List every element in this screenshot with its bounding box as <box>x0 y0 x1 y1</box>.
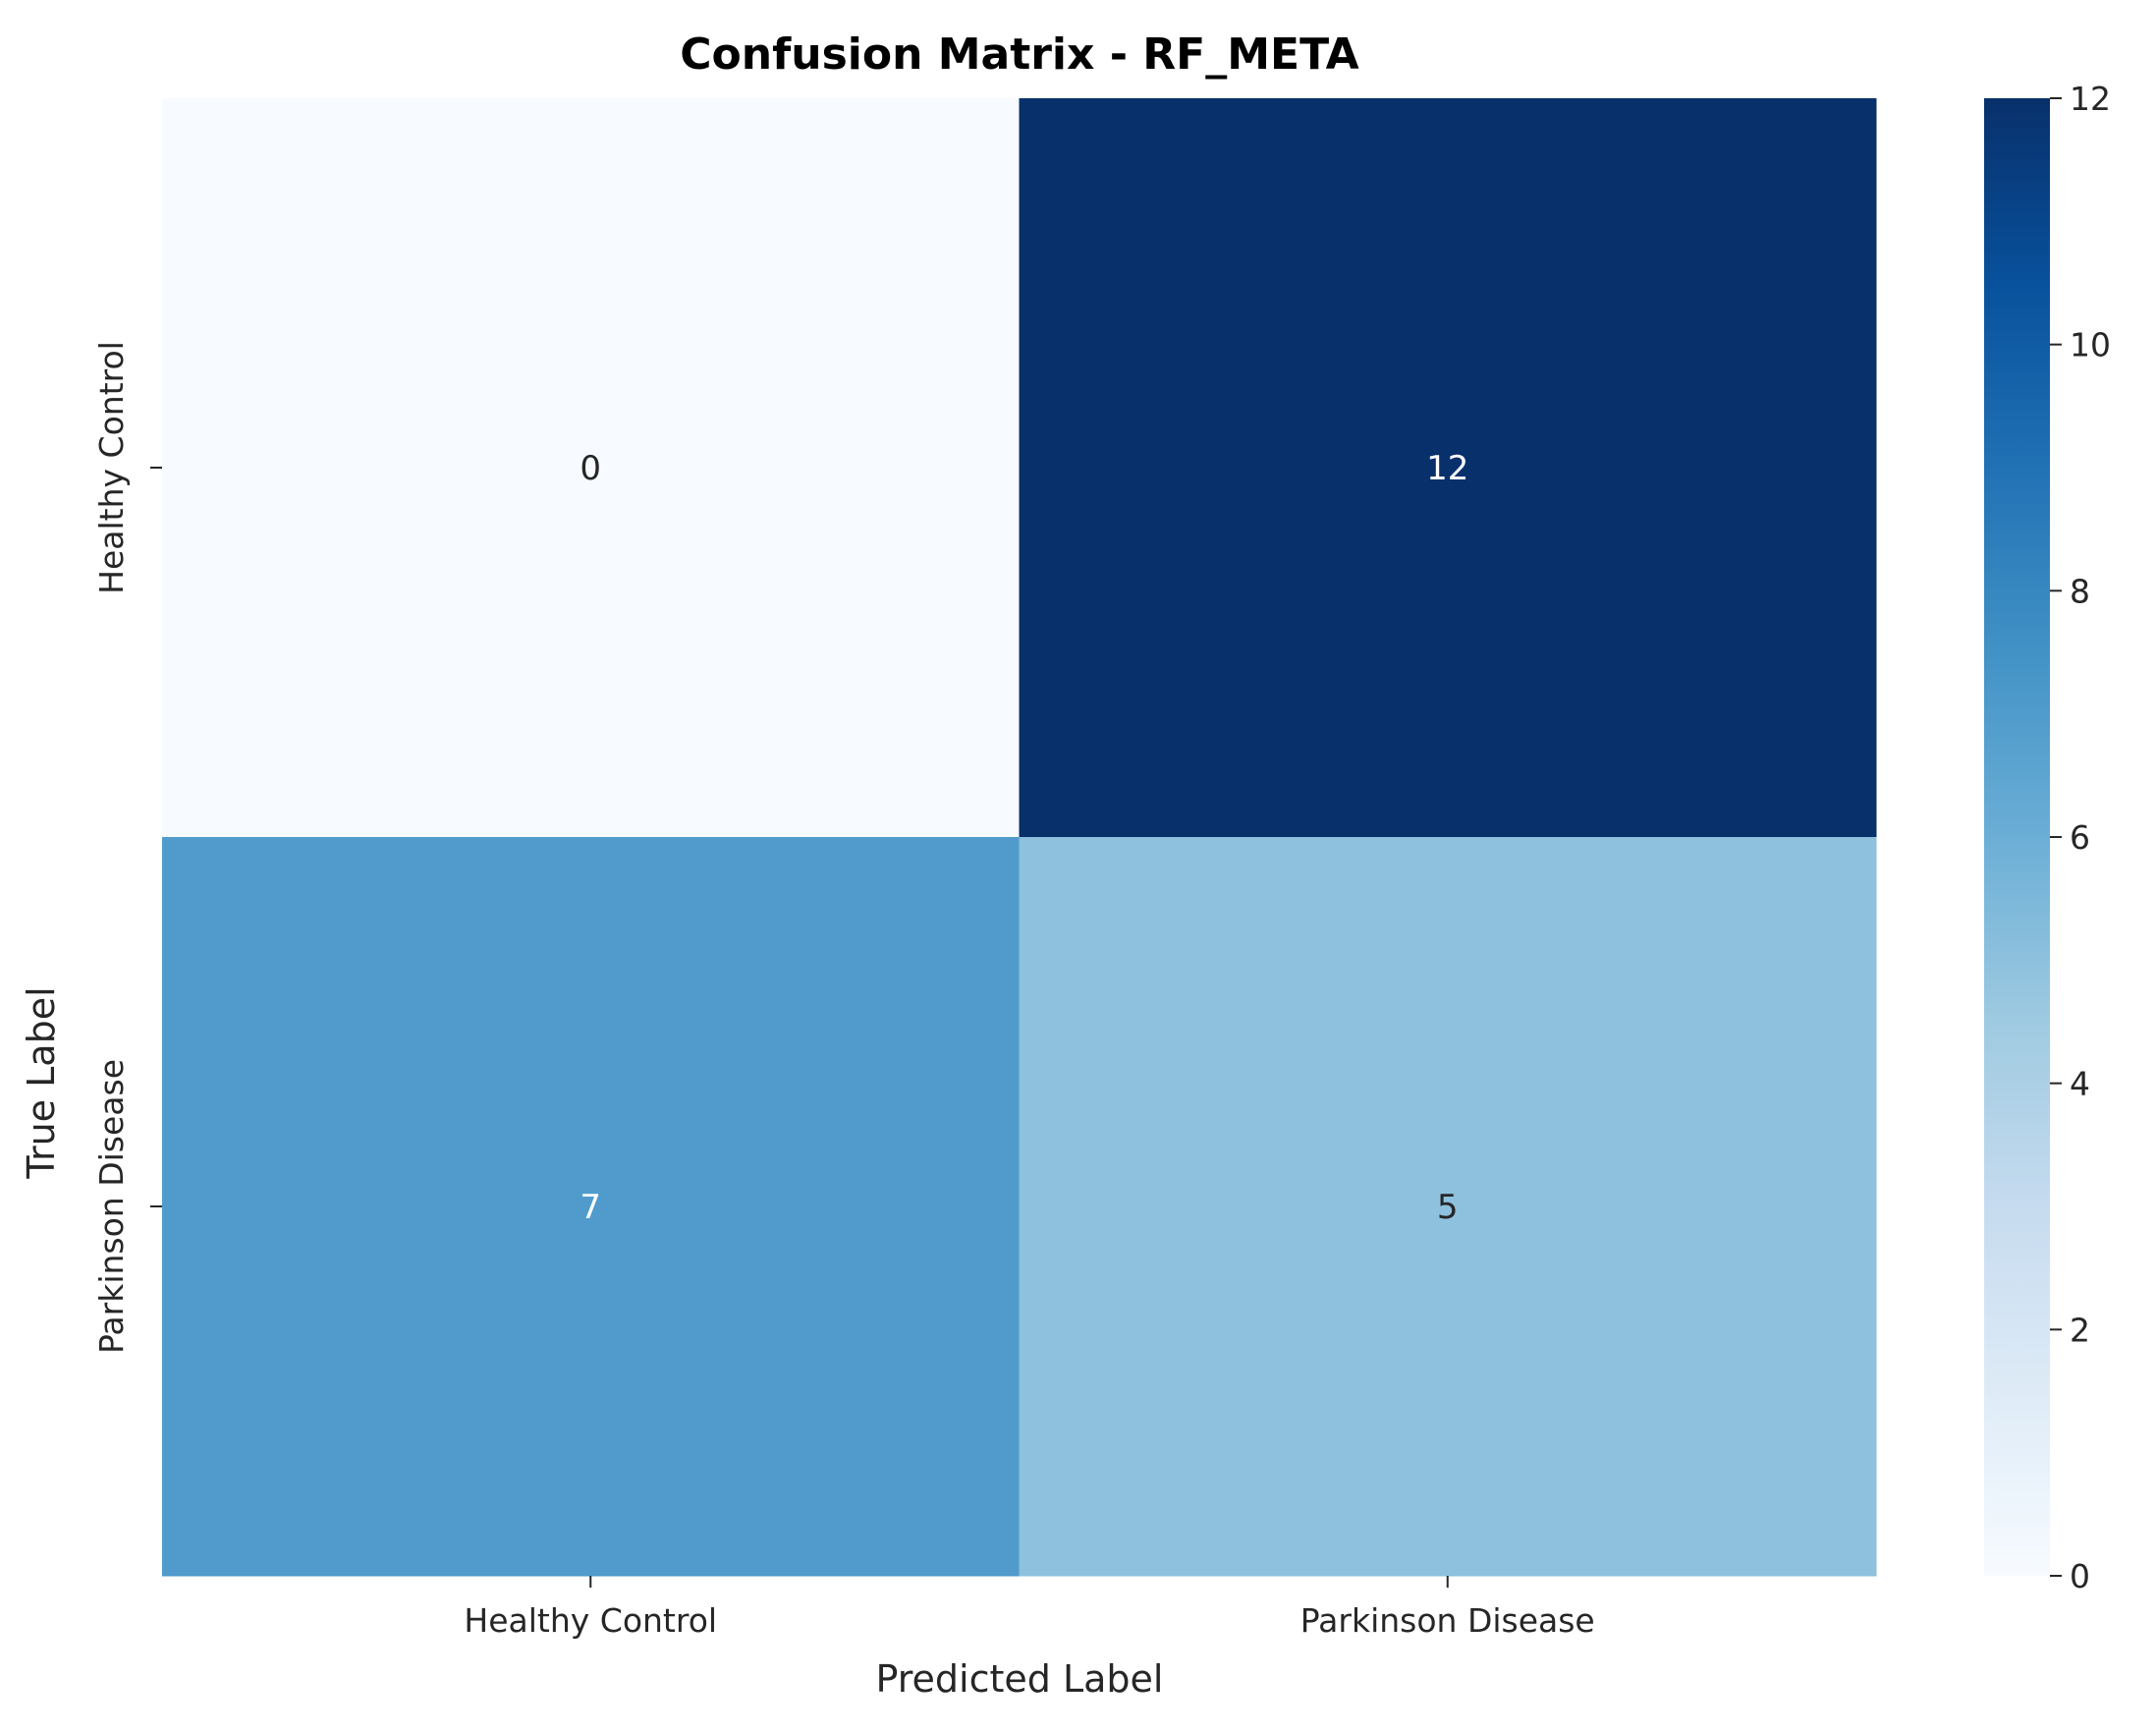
heatmap-cell <box>162 98 1020 838</box>
heatmap-annotations: 0 12 7 5 <box>580 449 1468 1227</box>
colorbar-tick-label: 2 <box>2070 1311 2090 1349</box>
heatmap-cell <box>162 837 1020 1577</box>
cell-value-label: 5 <box>1437 1188 1459 1227</box>
y-axis-label: True Label <box>20 986 63 1179</box>
colorbar-tick-label: 4 <box>2070 1065 2090 1103</box>
colorbar-tick-label: 0 <box>2070 1557 2090 1595</box>
colorbar-tick-label: 8 <box>2070 572 2090 610</box>
colorbar-axis: 0 2 4 6 8 10 12 <box>2050 80 2111 1595</box>
y-tick-label: Healthy Control <box>92 341 131 594</box>
chart-title: Confusion Matrix - RF_META <box>680 29 1358 80</box>
colorbar-tick-label: 6 <box>2070 818 2090 857</box>
heatmap-cell <box>1019 98 1877 838</box>
x-tick-label: Healthy Control <box>464 1601 717 1640</box>
x-tick-label: Parkinson Disease <box>1300 1601 1595 1640</box>
colorbar-tick-label: 12 <box>2070 80 2111 118</box>
cell-value-label: 0 <box>580 449 601 488</box>
colorbar-tick-label: 10 <box>2070 326 2111 364</box>
y-axis: Healthy Control Parkinson Disease <box>92 341 162 1354</box>
heatmap-cell <box>1019 837 1877 1577</box>
colorbar <box>1984 98 2050 1576</box>
x-axis-label: Predicted Label <box>876 1657 1164 1701</box>
heatmap-cells <box>162 98 1877 1577</box>
cell-value-label: 7 <box>580 1188 601 1227</box>
y-tick-label: Parkinson Disease <box>92 1059 131 1354</box>
cell-value-label: 12 <box>1426 449 1468 488</box>
x-axis: Healthy Control Parkinson Disease <box>464 1576 1595 1640</box>
